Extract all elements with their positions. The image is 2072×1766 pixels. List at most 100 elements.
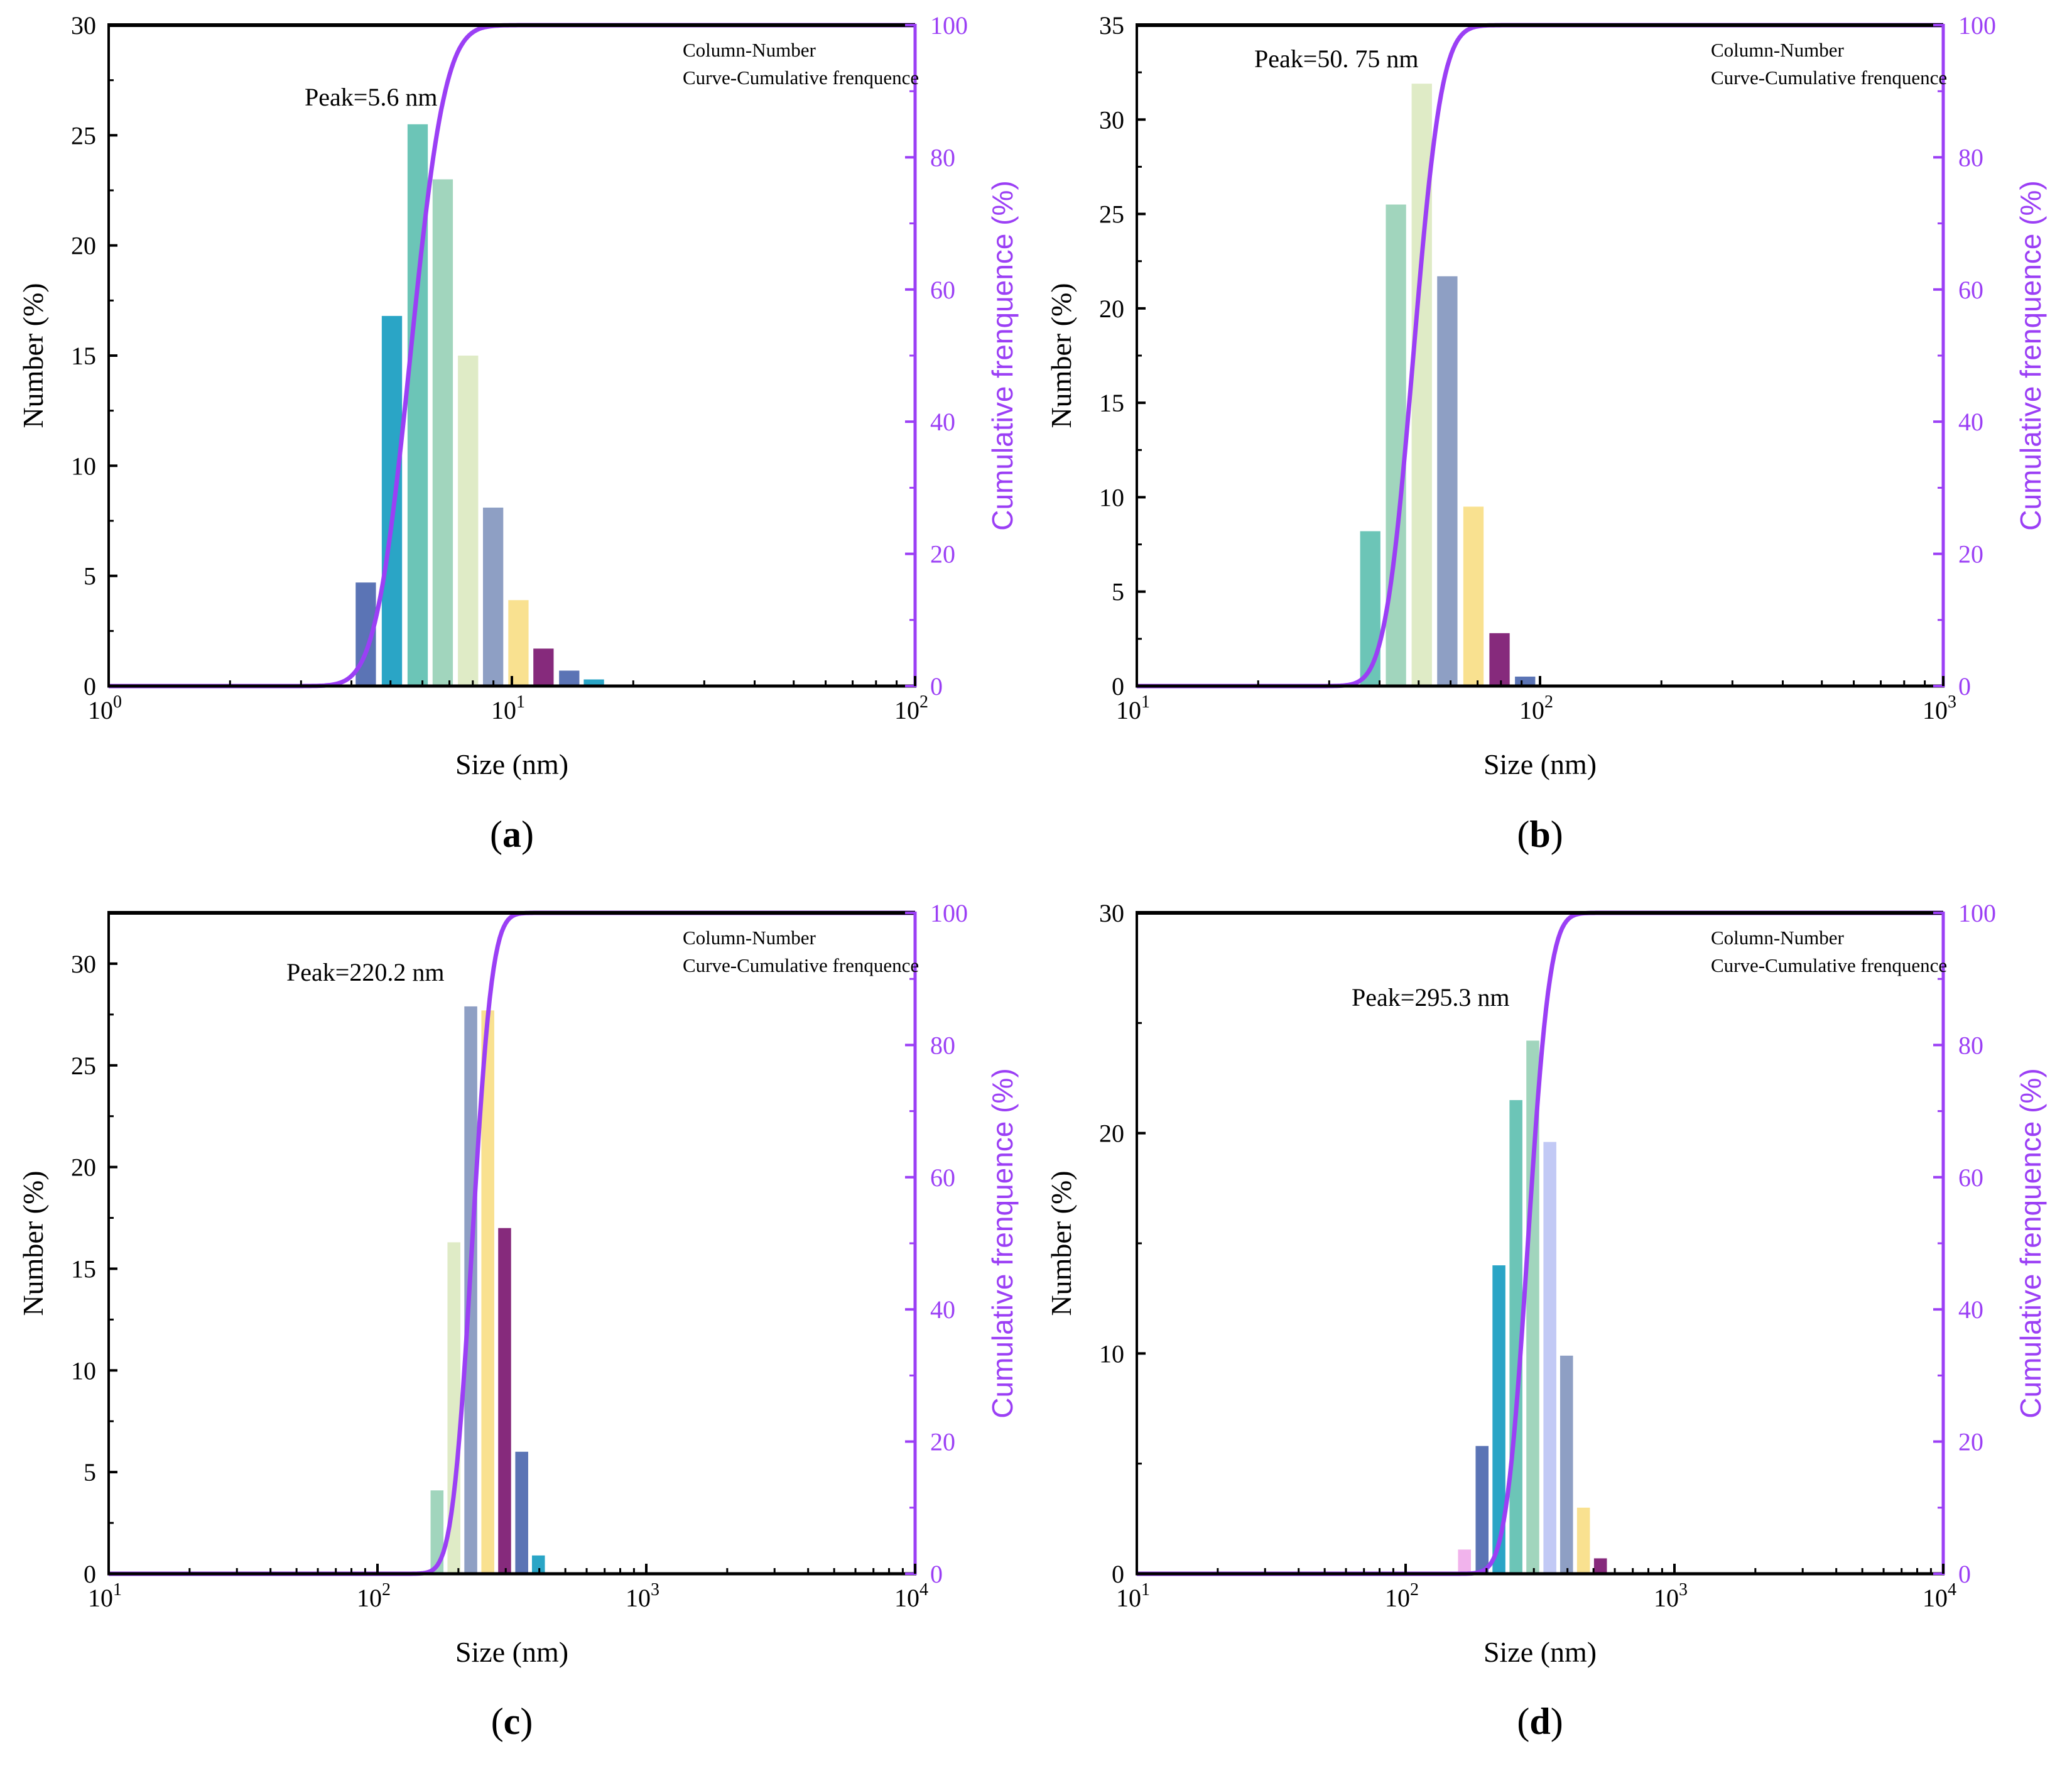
x-tick-base: 10 bbox=[1654, 1584, 1679, 1612]
y2-tick-label: 40 bbox=[930, 408, 955, 436]
x-axis-label: Size (nm) bbox=[455, 748, 568, 780]
panel-letter-close: ) bbox=[1551, 1701, 1563, 1742]
x-tick-exponent: 4 bbox=[1948, 1580, 1956, 1600]
bar bbox=[1437, 276, 1458, 686]
y2-tick-label: 40 bbox=[1958, 1295, 1983, 1324]
x-tick-base: 10 bbox=[357, 1584, 382, 1612]
x-tick-label: 103 bbox=[1654, 1580, 1688, 1612]
x-tick-label: 101 bbox=[1116, 692, 1150, 724]
x-tick-base: 10 bbox=[1116, 1584, 1141, 1612]
legend-entry: Curve-Cumulative frenquence bbox=[1711, 67, 1947, 89]
x-tick-label: 102 bbox=[357, 1580, 391, 1612]
x-tick-base: 10 bbox=[1923, 1584, 1948, 1612]
y-axis-label: Number (%) bbox=[1045, 283, 1077, 428]
x-tick-base: 10 bbox=[1116, 696, 1141, 724]
y2-tick-label: 100 bbox=[1958, 899, 1996, 927]
x-tick-exponent: 2 bbox=[1410, 1580, 1419, 1600]
bar bbox=[531, 1555, 545, 1574]
y-tick-label: 30 bbox=[1099, 899, 1124, 927]
y-tick-label: 20 bbox=[1099, 1120, 1124, 1148]
bar bbox=[1543, 1142, 1556, 1574]
x-tick-base: 10 bbox=[626, 1584, 651, 1612]
y-tick-label: 5 bbox=[1112, 578, 1124, 606]
y-tick-label: 10 bbox=[71, 1356, 96, 1385]
bar bbox=[430, 1490, 444, 1574]
y-tick-label: 15 bbox=[71, 342, 96, 370]
y2-tick-label: 100 bbox=[930, 11, 968, 40]
panel-letter-open: ( bbox=[490, 814, 502, 855]
legend-entry: Curve-Cumulative frenquence bbox=[1711, 954, 1947, 976]
x-tick-exponent: 1 bbox=[1141, 1580, 1150, 1600]
x-tick-exponent: 1 bbox=[1141, 692, 1150, 712]
y-tick-label: 15 bbox=[71, 1255, 96, 1283]
x-axis-label: Size (nm) bbox=[455, 1636, 568, 1668]
y-tick-label: 30 bbox=[71, 950, 96, 978]
y-tick-label: 20 bbox=[1099, 295, 1124, 323]
y2-tick-label: 80 bbox=[1958, 1031, 1983, 1059]
x-tick-label: 102 bbox=[1385, 1580, 1419, 1612]
y-tick-label: 0 bbox=[1112, 1560, 1124, 1588]
panel-letter-text: b bbox=[1529, 814, 1550, 855]
x-axis-label: Size (nm) bbox=[1483, 748, 1597, 780]
bar bbox=[1386, 204, 1406, 686]
x-tick-label: 104 bbox=[894, 1580, 928, 1612]
x-tick-label: 102 bbox=[894, 692, 928, 724]
bar bbox=[1515, 676, 1536, 686]
y2-tick-label: 100 bbox=[1958, 11, 1996, 40]
legend-entry: Curve-Cumulative frenquence bbox=[683, 67, 919, 89]
bar bbox=[1492, 1265, 1505, 1574]
x-axis-label: Size (nm) bbox=[1483, 1636, 1597, 1668]
y-tick-label: 0 bbox=[84, 672, 96, 700]
legend-entry: Column-Number bbox=[683, 927, 816, 949]
x-tick-base: 10 bbox=[88, 696, 113, 724]
y-tick-label: 10 bbox=[1099, 1339, 1124, 1368]
bar bbox=[1489, 633, 1510, 686]
panel-letter-text: d bbox=[1529, 1701, 1550, 1742]
bar bbox=[498, 1228, 511, 1574]
panel-letter-open: ( bbox=[1517, 814, 1529, 855]
y-tick-label: 30 bbox=[1099, 106, 1124, 134]
legend-entry: Column-Number bbox=[683, 39, 816, 61]
cumulative-curve bbox=[1137, 23, 1943, 689]
y-tick-label: 10 bbox=[71, 452, 96, 480]
bar bbox=[481, 1010, 494, 1574]
x-tick-base: 10 bbox=[88, 1584, 113, 1612]
bar bbox=[458, 356, 479, 686]
panel-letter-text: a bbox=[502, 814, 521, 855]
panel-letter-open: ( bbox=[491, 1701, 504, 1742]
y2-tick-label: 0 bbox=[930, 1560, 943, 1588]
y2-tick-label: 20 bbox=[930, 1428, 955, 1456]
x-tick-base: 10 bbox=[894, 696, 919, 724]
bar bbox=[1576, 1507, 1590, 1574]
panel-letter-open: ( bbox=[1517, 1701, 1529, 1742]
panel-letter-close: ) bbox=[521, 814, 534, 855]
x-tick-base: 10 bbox=[491, 696, 516, 724]
y-tick-label: 25 bbox=[71, 121, 96, 150]
legend-entry: Column-Number bbox=[1711, 927, 1844, 949]
y-axis-label: Number (%) bbox=[17, 283, 49, 428]
x-tick-exponent: 3 bbox=[651, 1580, 659, 1600]
panel-letter-close: ) bbox=[520, 1701, 533, 1742]
x-tick-base: 10 bbox=[1923, 696, 1948, 724]
y-tick-label: 5 bbox=[84, 1458, 96, 1486]
bar bbox=[432, 179, 453, 686]
y2-tick-label: 60 bbox=[930, 1164, 955, 1192]
panel-letter: (d) bbox=[1517, 1701, 1563, 1742]
bar bbox=[583, 679, 604, 686]
x-tick-exponent: 0 bbox=[113, 692, 122, 712]
bar bbox=[1463, 506, 1484, 686]
bar bbox=[447, 1242, 460, 1574]
y2-tick-label: 60 bbox=[930, 276, 955, 304]
x-tick-exponent: 2 bbox=[382, 1580, 391, 1600]
y-axis-label: Number (%) bbox=[1045, 1170, 1077, 1316]
y-tick-label: 20 bbox=[71, 1153, 96, 1182]
y2-tick-label: 60 bbox=[1958, 1164, 1983, 1192]
x-tick-exponent: 2 bbox=[1544, 692, 1553, 712]
y2-tick-label: 40 bbox=[1958, 408, 1983, 436]
y2-tick-label: 0 bbox=[1958, 672, 1971, 700]
x-tick-exponent: 3 bbox=[1679, 1580, 1688, 1600]
x-tick-label: 103 bbox=[1923, 692, 1956, 724]
